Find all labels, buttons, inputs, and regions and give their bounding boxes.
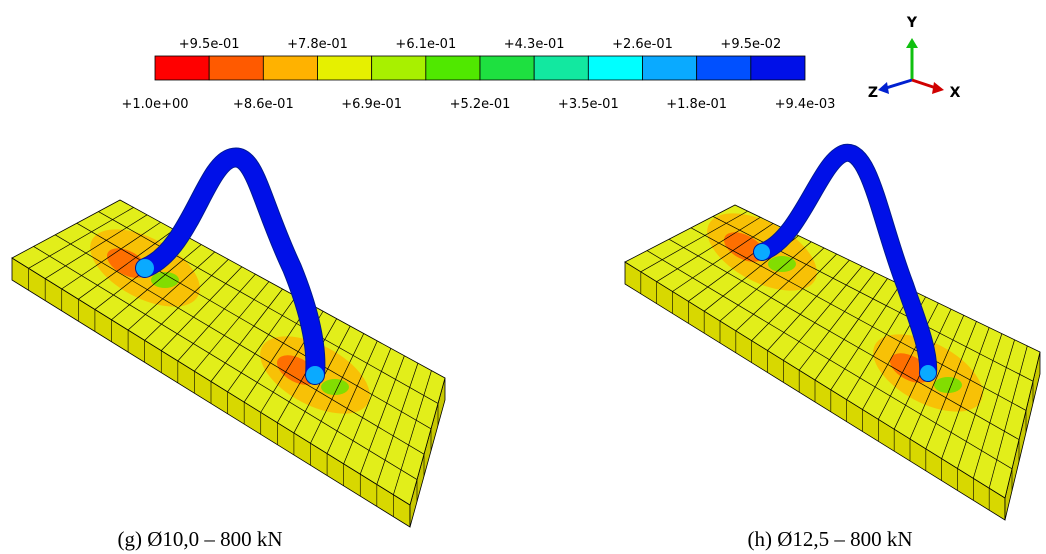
caption: (g) Ø10,0 – 800 kN — [117, 527, 282, 551]
color-band — [643, 56, 697, 80]
color-band — [480, 56, 534, 80]
rod-end — [920, 365, 936, 381]
color-band — [426, 56, 480, 80]
model-view — [12, 157, 445, 527]
rod-end — [136, 259, 154, 277]
legend-label: +3.5e-01 — [558, 97, 619, 112]
slab-top — [625, 205, 1040, 498]
legend-label: +9.5e-01 — [179, 37, 240, 52]
rod-end — [754, 244, 770, 260]
legend-label: +9.5e-02 — [720, 37, 781, 52]
color-band — [209, 56, 263, 80]
color-band — [372, 56, 426, 80]
color-band — [155, 56, 209, 80]
model-view — [625, 153, 1040, 520]
color-band — [588, 56, 642, 80]
color-band — [318, 56, 372, 80]
legend-label: +7.8e-01 — [287, 37, 348, 52]
figure: +1.0e+00 +8.6e-01 +6.9e-01 +5.2e-01 +3.5e-01… — [0, 0, 1046, 554]
legend-label: +1.0e+00 — [122, 97, 189, 112]
caption: (h) Ø12,5 – 800 kN — [747, 527, 912, 551]
color-band — [751, 56, 805, 80]
axis-triad: Y Z X — [868, 15, 961, 101]
legend-label: +9.4e-03 — [775, 97, 836, 112]
stress-zone — [934, 377, 962, 393]
legend-label: +6.9e-01 — [341, 97, 402, 112]
legend-label: +1.8e-01 — [666, 97, 727, 112]
legend-label: +4.3e-01 — [504, 37, 565, 52]
axis-label: X — [950, 85, 961, 101]
legend-label: +6.1e-01 — [395, 37, 456, 52]
color-band — [263, 56, 317, 80]
rod-end — [306, 366, 324, 384]
legend-label: +5.2e-01 — [450, 97, 511, 112]
color-band — [534, 56, 588, 80]
axis-label: Y — [906, 15, 918, 31]
legend-label: +2.6e-01 — [612, 37, 673, 52]
slab-top — [12, 200, 445, 505]
legend-label: +8.6e-01 — [233, 97, 294, 112]
colorbar: +1.0e+00 +8.6e-01 +6.9e-01 +5.2e-01 +3.5e-01… — [122, 37, 836, 112]
color-band — [697, 56, 751, 80]
axis-label: Z — [868, 85, 878, 101]
